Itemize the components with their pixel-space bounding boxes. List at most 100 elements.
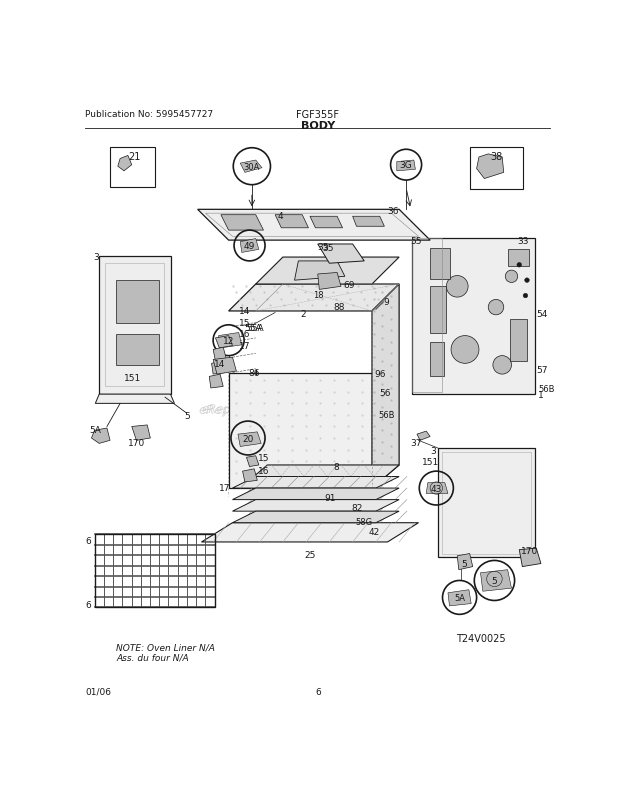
Polygon shape <box>213 348 226 362</box>
Text: 37: 37 <box>410 439 422 448</box>
Polygon shape <box>216 336 232 349</box>
Text: 5A: 5A <box>454 593 465 602</box>
Text: 56B: 56B <box>539 385 555 394</box>
Polygon shape <box>247 456 259 467</box>
Polygon shape <box>131 425 151 441</box>
Text: 88: 88 <box>334 302 345 311</box>
Polygon shape <box>372 285 399 488</box>
Polygon shape <box>520 549 541 567</box>
Text: 151: 151 <box>124 373 141 382</box>
Text: 35: 35 <box>317 242 329 251</box>
Text: 21: 21 <box>128 152 140 161</box>
Polygon shape <box>241 465 399 488</box>
Text: 6: 6 <box>315 687 321 696</box>
Polygon shape <box>458 554 472 570</box>
Text: 16: 16 <box>258 467 270 476</box>
Polygon shape <box>232 500 399 512</box>
Polygon shape <box>232 477 399 488</box>
Polygon shape <box>229 373 372 488</box>
Text: 151: 151 <box>422 458 440 467</box>
Polygon shape <box>255 257 399 285</box>
Text: 3: 3 <box>93 253 99 262</box>
Text: 6: 6 <box>86 600 91 609</box>
Polygon shape <box>275 216 309 229</box>
Text: 12: 12 <box>223 336 234 346</box>
Polygon shape <box>242 469 257 482</box>
Text: 17: 17 <box>239 342 250 350</box>
Bar <box>117 281 159 323</box>
Text: 20: 20 <box>242 434 254 443</box>
Text: 5: 5 <box>492 577 497 585</box>
Polygon shape <box>229 285 399 311</box>
Text: 4: 4 <box>278 212 283 221</box>
Text: 56B: 56B <box>378 410 395 419</box>
Text: 86: 86 <box>249 368 260 378</box>
Text: 55: 55 <box>410 237 422 245</box>
Text: eReplacementParts.com: eReplacementParts.com <box>199 403 352 416</box>
Polygon shape <box>99 256 170 395</box>
Text: 25: 25 <box>304 550 316 559</box>
Text: 14: 14 <box>239 307 250 316</box>
Text: Ass. du four N/A: Ass. du four N/A <box>117 653 189 662</box>
Bar <box>508 250 529 267</box>
Circle shape <box>451 336 479 364</box>
Text: 15: 15 <box>239 318 250 327</box>
Text: 42: 42 <box>368 527 379 536</box>
Text: 5A: 5A <box>89 425 101 435</box>
Polygon shape <box>210 375 223 388</box>
Text: 54: 54 <box>536 310 547 319</box>
Bar <box>94 535 215 608</box>
Polygon shape <box>294 261 345 281</box>
Text: 56: 56 <box>379 388 391 398</box>
Text: 170: 170 <box>521 546 538 555</box>
Text: 15: 15 <box>258 454 270 463</box>
Bar <box>430 287 446 333</box>
Polygon shape <box>241 161 262 173</box>
Text: 3: 3 <box>430 446 436 456</box>
Text: 49: 49 <box>244 241 255 251</box>
Polygon shape <box>92 428 110 444</box>
Polygon shape <box>412 238 534 395</box>
Circle shape <box>525 278 529 283</box>
Circle shape <box>489 300 503 315</box>
Polygon shape <box>477 155 503 180</box>
Text: 55A: 55A <box>247 323 264 332</box>
Text: 96: 96 <box>374 369 386 379</box>
Bar <box>117 334 159 366</box>
Polygon shape <box>232 512 399 523</box>
Text: 5: 5 <box>461 559 467 568</box>
Text: 6: 6 <box>86 536 91 545</box>
Polygon shape <box>202 523 418 542</box>
Text: 38: 38 <box>490 152 503 161</box>
Polygon shape <box>317 273 341 290</box>
Text: 30A: 30A <box>244 163 260 172</box>
Polygon shape <box>417 431 430 441</box>
Text: 16: 16 <box>239 330 250 339</box>
Text: 170: 170 <box>128 439 145 448</box>
Bar <box>510 319 527 362</box>
Polygon shape <box>397 161 415 172</box>
Polygon shape <box>221 216 264 231</box>
Bar <box>471 148 523 190</box>
Text: 3G: 3G <box>400 161 412 170</box>
Text: T24V0025: T24V0025 <box>456 633 505 643</box>
Polygon shape <box>241 239 259 253</box>
Polygon shape <box>427 483 448 494</box>
Text: 5: 5 <box>185 411 190 420</box>
Text: 18: 18 <box>313 291 324 300</box>
Text: 55A: 55A <box>244 324 262 333</box>
Polygon shape <box>219 333 242 349</box>
Polygon shape <box>118 156 131 172</box>
Text: 36: 36 <box>388 207 399 216</box>
Text: 14: 14 <box>214 360 225 369</box>
Bar <box>441 452 531 554</box>
Text: 9: 9 <box>384 298 389 306</box>
Bar <box>110 148 155 188</box>
Text: 57: 57 <box>536 366 548 375</box>
Text: 8: 8 <box>334 462 339 472</box>
Text: 69: 69 <box>343 281 355 290</box>
Circle shape <box>505 271 518 283</box>
Polygon shape <box>448 590 471 606</box>
Text: FGF355F: FGF355F <box>296 110 339 120</box>
Circle shape <box>517 263 521 268</box>
